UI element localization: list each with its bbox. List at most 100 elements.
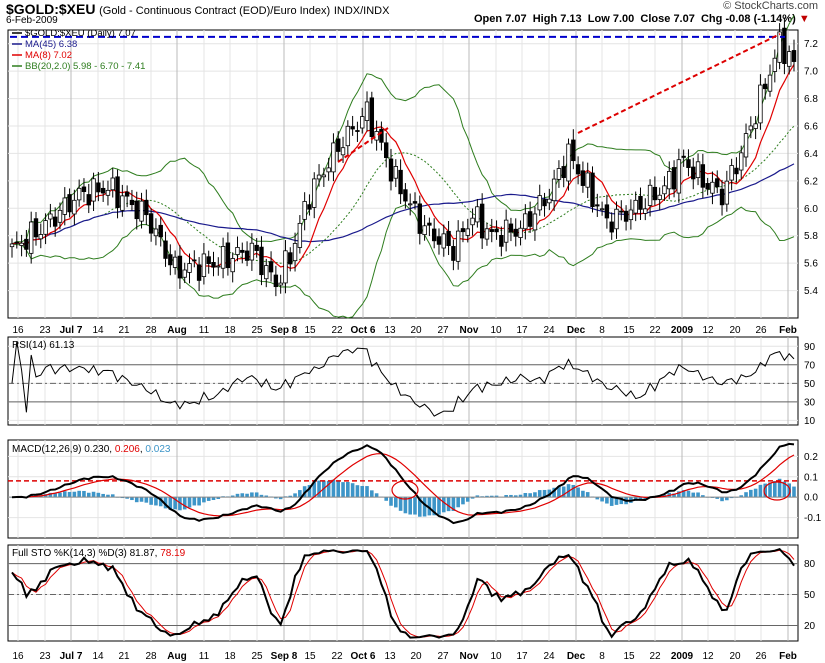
candle-body — [240, 249, 245, 253]
macd-title: MACD(12,26,9) 0.230, 0.206, 0.023 — [12, 444, 171, 455]
x-tick-label: 18 — [224, 325, 236, 336]
y-tick-label: 6.4 — [804, 149, 818, 160]
candle-body — [753, 123, 758, 129]
x-tick-label: 20 — [410, 325, 422, 336]
candle-body — [782, 27, 787, 64]
y-tick-label: 5.6 — [804, 259, 818, 270]
macd-histogram-bar — [293, 493, 297, 498]
y-tick-label: 5.8 — [804, 231, 818, 242]
candle-body — [105, 189, 111, 196]
macd-histogram-bar — [768, 482, 772, 498]
macd-histogram-bar — [134, 497, 139, 503]
candle-body — [28, 221, 34, 254]
macd-circle-annotation — [763, 481, 791, 501]
candle-body — [590, 172, 595, 208]
candle-body — [767, 74, 773, 92]
x-tick-label: Aug — [167, 651, 186, 662]
candle-body — [628, 209, 634, 221]
candle-body — [724, 180, 730, 205]
x-tick-label: 27 — [437, 325, 449, 336]
macd-histogram-bar — [245, 493, 249, 498]
candle-body — [321, 174, 327, 178]
macd-histogram-bar — [643, 497, 648, 500]
macd-histogram-bar — [672, 493, 676, 498]
macd-histogram-bar — [326, 480, 331, 498]
macd-histogram-bar — [96, 492, 101, 498]
macd-histogram-bar — [446, 497, 451, 512]
x-tick-label: Oct 6 — [350, 651, 375, 662]
candle-body — [494, 228, 499, 233]
rsi-line — [11, 341, 795, 417]
candle-body — [148, 213, 154, 234]
macd-histogram-bar — [125, 497, 129, 499]
candle-body — [259, 246, 264, 276]
candle-body — [431, 228, 437, 242]
down-arrow-icon: ▼ — [798, 13, 810, 25]
candle-body — [436, 236, 442, 245]
macd-histogram-bar — [523, 492, 528, 498]
macd-histogram-bar — [341, 482, 345, 498]
y-tick-label: 70 — [804, 360, 816, 371]
x-tick-label: 22 — [649, 325, 661, 336]
candle-body — [556, 168, 562, 180]
macd-histogram-bar — [566, 484, 571, 498]
candle-body — [604, 204, 610, 219]
candle-body — [537, 195, 542, 211]
x-tick-label: 16 — [12, 325, 24, 336]
x-tick-label: 15 — [304, 651, 316, 662]
candle-body — [729, 165, 734, 181]
candle-body — [484, 228, 490, 240]
macd-histogram-bar — [53, 493, 57, 498]
candle-body — [288, 252, 293, 265]
candle-body — [316, 174, 322, 180]
x-tick-label: 25 — [251, 325, 263, 336]
symbol: $GOLD:$XEU — [6, 1, 96, 17]
candle-body — [777, 31, 782, 63]
x-tick-label: Jul 7 — [60, 325, 83, 336]
macd-histogram-bar — [725, 497, 729, 501]
x-tick-label: Aug — [167, 325, 186, 336]
x-tick-label: 13 — [384, 325, 396, 336]
candle-body — [403, 189, 408, 202]
chart-date: 6-Feb-2009 — [6, 15, 58, 26]
x-tick-label: Jul 7 — [60, 651, 83, 662]
legend-entry: $GOLD:$XEU (Daily) 7.07 — [25, 28, 136, 39]
macd-histogram-bar — [585, 492, 590, 498]
x-tick-label: 22 — [331, 325, 343, 336]
macd-histogram-bar — [216, 497, 221, 500]
macd-histogram-bar — [758, 484, 763, 498]
bollinger-upper-line — [11, 15, 795, 245]
candle-body — [455, 230, 461, 262]
candle-body — [513, 228, 518, 237]
candle-body — [307, 204, 312, 210]
macd-histogram-bar — [350, 483, 355, 498]
candle-body — [508, 223, 514, 233]
macd-histogram-bar — [173, 497, 177, 510]
x-tick-label: 11 — [199, 325, 210, 336]
candle-body — [43, 220, 48, 235]
x-tick-label: 17 — [516, 325, 528, 336]
x-tick-label: 14 — [92, 651, 104, 662]
sto-k-value: Full STO %K(14,3) %D(3) 81.87, — [12, 548, 160, 559]
macd-histogram-bar — [86, 492, 91, 498]
candle-body — [264, 265, 269, 280]
macd-histogram-bar — [365, 486, 369, 498]
candle-body — [441, 233, 446, 249]
y-tick-label: 50 — [804, 379, 816, 390]
macd-histogram-bar — [782, 481, 787, 498]
x-tick-label: 15 — [623, 325, 635, 336]
candle-body — [614, 208, 619, 230]
macd-histogram-bar — [773, 481, 777, 498]
candle-body — [518, 227, 523, 238]
macd-histogram-bar — [427, 497, 432, 516]
chart-title: $GOLD:$XEU (Gold - Continuous Contract (… — [6, 1, 389, 17]
macd-histogram-bar — [331, 479, 336, 498]
candle-body — [489, 229, 494, 232]
low-value: 7.00 — [612, 13, 635, 25]
x-tick-label: 28 — [145, 325, 157, 336]
candle-body — [273, 274, 279, 288]
x-tick-label: 26 — [755, 325, 767, 336]
candle-body — [743, 133, 749, 158]
candle-body — [710, 181, 715, 194]
